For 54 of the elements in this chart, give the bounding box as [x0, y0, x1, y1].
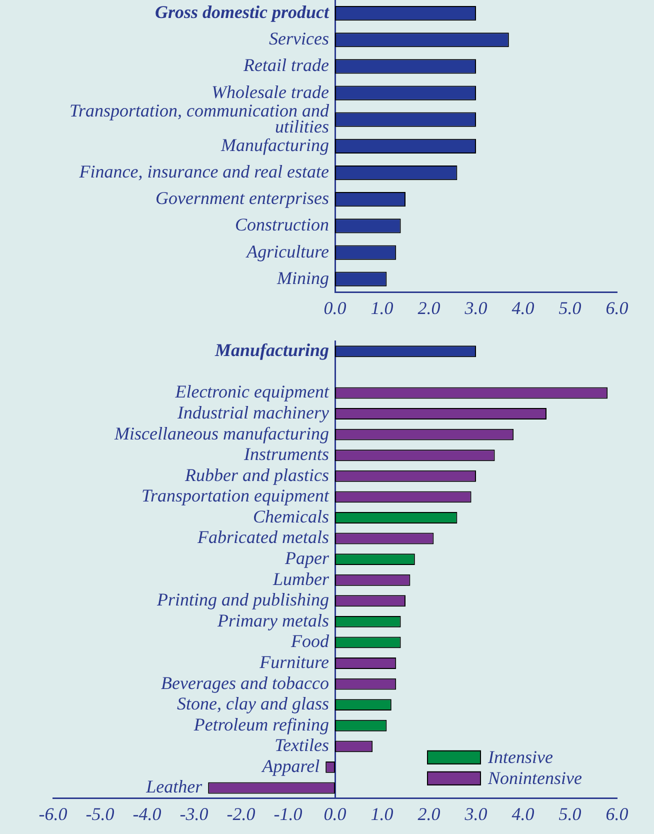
y-tick-label: Industrial machinery — [176, 402, 330, 423]
y-tick-label: Printing and publishing — [156, 590, 329, 610]
x-tick-label: 0.0 — [324, 804, 346, 824]
y-tick-label: Rubber and plastics — [184, 464, 329, 485]
x-tick-label: -2.0 — [226, 804, 256, 824]
y-tick-label: Food — [290, 631, 330, 652]
legend-label: Intensive — [487, 747, 553, 768]
y-tick-label: Instruments — [243, 444, 329, 464]
x-tick-label: 4.0 — [512, 298, 534, 318]
x-tick-label: 2.0 — [418, 298, 440, 318]
x-tick-label: 3.0 — [464, 804, 488, 824]
y-tick-label: Fabricated metals — [196, 527, 329, 548]
y-tick-label: Chemicals — [253, 506, 329, 526]
x-tick-label: -5.0 — [86, 804, 114, 824]
y-tick-label: Transportation equipment — [141, 486, 330, 506]
y-tick-label: Leather — [145, 776, 204, 797]
y-tick-label: Finance, insurance and real estate — [78, 162, 330, 182]
y-tick-label: Gross domestic product — [154, 2, 330, 22]
y-tick-label: Manufacturing — [220, 134, 329, 155]
y-tick-label: Wholesale trade — [212, 82, 329, 102]
y-tick-label: Lumber — [272, 568, 330, 589]
y-tick-label: Construction — [234, 214, 329, 235]
y-tick-label: Manufacturing — [214, 340, 329, 360]
y-tick-label: Textiles — [274, 735, 329, 756]
y-tick-label: Stone, clay and glass — [177, 694, 329, 714]
y-tick-label: Mining — [276, 268, 329, 288]
y-tick-label: Miscellaneous manufacturing — [114, 423, 329, 444]
x-tick-label: 6.0 — [606, 298, 628, 318]
x-tick-label: 5.0 — [558, 298, 582, 318]
x-tick-label: 3.0 — [464, 298, 488, 318]
y-tick-label: Agriculture — [246, 241, 329, 262]
x-tick-label: 1.0 — [370, 298, 394, 318]
x-tick-label: 6.0 — [606, 804, 628, 824]
y-tick-label: Petroleum refining — [192, 714, 329, 734]
x-tick-label: 4.0 — [512, 804, 534, 824]
x-tick-label: 1.0 — [370, 804, 394, 824]
legend-label: Nonintensive — [487, 768, 582, 788]
x-tick-label: -3.0 — [180, 804, 208, 824]
x-tick-label: 5.0 — [558, 804, 582, 824]
x-tick-label: -4.0 — [132, 804, 162, 824]
x-tick-label: 0.0 — [324, 298, 346, 318]
y-tick-label: Apparel — [261, 756, 320, 776]
x-tick-label: -1.0 — [274, 804, 302, 824]
y-tick-label: Services — [269, 28, 329, 49]
x-tick-label: -6.0 — [38, 804, 68, 824]
y-tick-label: Beverages and tobacco — [161, 672, 329, 693]
x-tick-label: 2.0 — [418, 804, 440, 824]
y-tick-label: Retail trade — [242, 55, 330, 76]
y-tick-label: Electronic equipment — [174, 382, 330, 402]
y-tick-label: Paper — [284, 548, 330, 568]
y-tick-label: Furniture — [258, 652, 330, 672]
y-tick-label: Primary metals — [216, 610, 329, 630]
y-tick-label: Transportation, communication and utilities — [69, 100, 330, 136]
y-tick-label: Government enterprises — [156, 188, 329, 208]
